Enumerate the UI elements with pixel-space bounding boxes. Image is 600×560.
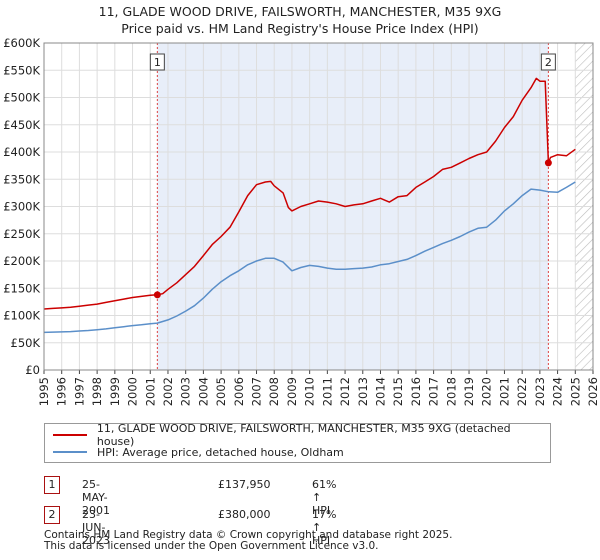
x-tick-label: 1998 bbox=[90, 377, 104, 406]
price-chart: £0 £50K £100K £150K £200K £250K £300K £350K £400… bbox=[3, 36, 600, 406]
y-tick-label: £450K bbox=[3, 118, 40, 132]
x-tick-label: 1997 bbox=[72, 377, 86, 406]
x-tick-label: 2024 bbox=[551, 377, 565, 406]
transaction-price: £380,000 bbox=[218, 508, 271, 521]
y-tick-label: £500K bbox=[3, 91, 40, 105]
y-tick-label: £300K bbox=[3, 200, 40, 214]
sale-badge bbox=[149, 53, 165, 71]
transaction-number-badge: 2 bbox=[44, 506, 60, 524]
legend-item-property: 11, GLADE WOOD DRIVE, FAILSWORTH, MANCHE… bbox=[53, 422, 550, 448]
x-tick-label: 2014 bbox=[373, 377, 387, 406]
x-tick-label: 2012 bbox=[338, 377, 352, 406]
x-tick-label: 2004 bbox=[196, 377, 210, 406]
x-tick-label: 2011 bbox=[320, 377, 334, 406]
legend-label-property: 11, GLADE WOOD DRIVE, FAILSWORTH, MANCHE… bbox=[96, 422, 511, 448]
transaction-hpi-change: 17% ↑ HPI bbox=[312, 508, 337, 547]
footer-copyright: Contains HM Land Registry data © Crown c… bbox=[44, 529, 453, 541]
x-tick-label: 2002 bbox=[161, 377, 175, 406]
x-tick-label: 2007 bbox=[250, 377, 264, 406]
footer-licence: This data is licensed under the Open Gov… bbox=[44, 540, 379, 552]
x-tick-label: 2022 bbox=[515, 377, 529, 406]
y-tick-label: £250K bbox=[3, 227, 40, 241]
x-tick-label: 2020 bbox=[480, 377, 494, 406]
y-tick-label: £50K bbox=[11, 336, 41, 350]
sale-badge bbox=[540, 53, 556, 71]
y-tick-label: £550K bbox=[3, 63, 40, 77]
x-tick-label: 2003 bbox=[179, 377, 193, 406]
x-tick-label: 2023 bbox=[533, 377, 547, 406]
x-tick-label: 1995 bbox=[37, 377, 51, 406]
chart-title: 11, GLADE WOOD DRIVE, FAILSWORTH, MANCHE… bbox=[98, 4, 502, 19]
x-tick-label: 2006 bbox=[232, 377, 246, 406]
y-tick-label: £600K bbox=[3, 36, 40, 50]
transaction-date: 23-JUN-2023 bbox=[82, 508, 110, 547]
x-tick-label: 2005 bbox=[214, 377, 228, 406]
legend-swatch-property bbox=[53, 434, 87, 436]
footer-attribution: Contains HM Land Registry data © Crown c… bbox=[44, 530, 452, 552]
legend-swatch-hpi bbox=[53, 451, 87, 453]
sale-badge-label: 2 bbox=[545, 56, 552, 69]
x-tick-label: 2021 bbox=[497, 377, 511, 406]
y-tick-label: £100K bbox=[3, 309, 40, 323]
x-tick-label: 2008 bbox=[267, 377, 281, 406]
property-series-line bbox=[43, 77, 576, 310]
legend-item-hpi: HPI: Average price, detached house, Oldh… bbox=[53, 444, 344, 460]
legend-label-hpi: HPI: Average price, detached house, Oldh… bbox=[97, 445, 344, 459]
sale-point bbox=[153, 291, 161, 299]
x-tick-label: 2010 bbox=[303, 377, 317, 406]
transaction-date: 25-MAY-2001 bbox=[82, 478, 110, 517]
x-tick-label: 2000 bbox=[126, 377, 140, 406]
x-tick-label: 2001 bbox=[143, 377, 157, 406]
y-tick-label: £0 bbox=[25, 363, 40, 377]
x-tick-label: 1996 bbox=[55, 377, 69, 406]
y-tick-label: £150K bbox=[3, 281, 40, 295]
x-tick-label: 2019 bbox=[462, 377, 476, 406]
x-tick-label: 2016 bbox=[409, 377, 423, 406]
x-tick-label: 2009 bbox=[285, 377, 299, 406]
y-tick-label: £200K bbox=[3, 254, 40, 268]
x-tick-label: 1999 bbox=[108, 377, 122, 406]
plot-frame bbox=[43, 42, 594, 371]
sale-badge-label: 1 bbox=[154, 56, 161, 69]
chart-subtitle: Price paid vs. HM Land Registry's House … bbox=[121, 21, 479, 36]
y-tick-label: £400K bbox=[3, 145, 40, 159]
transaction-price: £137,950 bbox=[218, 478, 271, 491]
y-tick-label: £350K bbox=[3, 172, 40, 186]
transaction-hpi-change: 61% ↑ HPI bbox=[312, 478, 337, 517]
legend: 11, GLADE WOOD DRIVE, FAILSWORTH, MANCHE… bbox=[44, 422, 551, 463]
sale-point bbox=[544, 159, 552, 167]
x-tick-label: 2026 bbox=[586, 377, 600, 406]
x-tick-label: 2017 bbox=[427, 377, 441, 406]
x-tick-label: 2015 bbox=[391, 377, 405, 406]
x-tick-label: 2013 bbox=[356, 377, 370, 406]
x-tick-label: 2018 bbox=[444, 377, 458, 406]
x-tick-label: 2025 bbox=[568, 377, 582, 406]
hpi-series-line bbox=[43, 181, 576, 334]
transaction-number-badge: 1 bbox=[44, 476, 60, 494]
